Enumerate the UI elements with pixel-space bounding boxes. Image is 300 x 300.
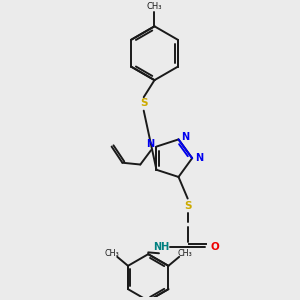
Text: S: S — [140, 98, 148, 109]
Text: O: O — [210, 242, 219, 252]
Text: S: S — [184, 201, 191, 211]
Text: NH: NH — [153, 242, 169, 252]
Text: N: N — [195, 153, 203, 163]
Text: N: N — [146, 139, 154, 149]
Text: CH₃: CH₃ — [177, 249, 192, 258]
Text: CH₃: CH₃ — [104, 249, 119, 258]
Text: N: N — [181, 132, 189, 142]
Text: CH₃: CH₃ — [147, 2, 162, 11]
